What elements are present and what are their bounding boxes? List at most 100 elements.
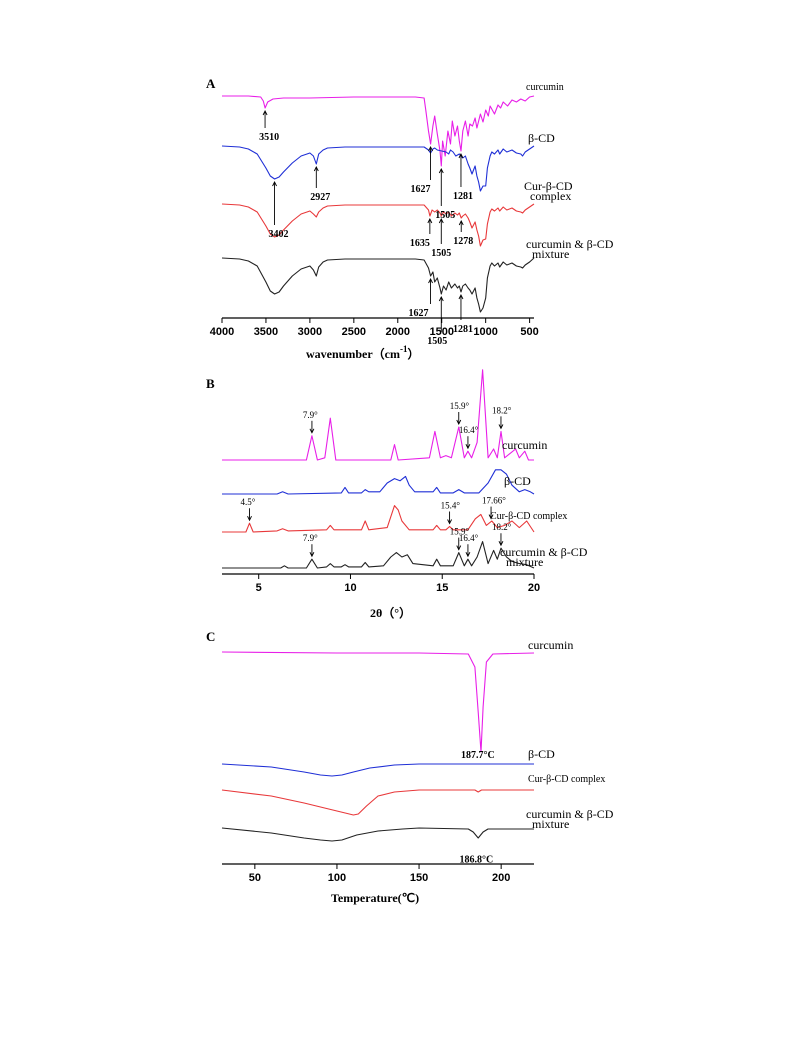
annotation-arrowhead [498,424,504,430]
series-label-mixture: curcumin & β-CD [500,545,588,559]
series-label-beta_cd: β-CD [528,747,555,761]
panel-c-traces [221,651,535,842]
annotation-arrowhead [272,180,277,187]
panel-b-ticks: 5 10 15 20 [256,574,540,594]
panel-a-ftir: A 4000 3500 3000 2500 2000 1500 1000 500 curcum… [206,76,614,361]
annotation-arrowhead [465,443,471,450]
annotation-arrowhead [465,551,471,558]
peak-annotation: 1278 [453,236,473,247]
series-label-complex-line2: complex [530,189,571,203]
peak-annotation: 18.2° [492,522,512,532]
series-line-complex [222,505,535,533]
series-label-mixture: curcumin & β-CD [526,237,614,251]
annotation-arrowhead [262,109,268,116]
series-line-complex [221,789,534,816]
peak-annotation: 3510 [259,132,279,143]
x-tick-label: 3000 [298,326,322,338]
panel-b-series-labels: curcumin β-CD Cur-β-CD complex curcumin & β… [490,438,588,569]
annotation-arrowhead [458,293,464,300]
series-line-curcumin [221,651,535,753]
panel-a-ticks: 4000 3500 3000 2500 2000 1500 1000 500 [210,318,539,338]
series-label-curcumin: curcumin [528,638,573,652]
annotation-arrowhead [313,165,319,172]
series-label-complex: Cur-β-CD [524,179,573,193]
annotation-arrowhead [458,219,464,226]
series-line-beta_cd [221,145,535,192]
series-label-beta_cd: β-CD [528,131,555,145]
peak-annotation: 1281 [453,324,473,335]
annotation-arrowhead [498,540,504,547]
peak-annotation: 1627 [411,184,431,195]
panel-c-dsc: C 50 100 150 200 curcumin β-CD Cur-β-CD compl… [206,629,614,905]
series-label-mixture-line2: mixture [532,817,569,831]
panel-c-ticks: 50 100 150 200 [249,864,510,884]
series-line-complex [221,203,535,247]
series-line-mixture [221,257,535,313]
peak-annotation: 16.4° [459,533,479,543]
series-label-mixture-line2: mixture [506,555,543,569]
panel-b-traces [222,369,535,569]
peak-annotation: 1635 [410,238,430,249]
panel-b-annotations: 7.9°15.9°16.4°18.2°4.5° 15.4° 17.66°7.9°15… [241,401,512,558]
peak-annotation: 3402 [269,229,289,240]
x-tick-label: 150 [410,872,428,884]
series-line-curcumin [222,369,534,461]
x-tick-label: 1000 [473,326,497,338]
panel-c-annotations: 187.7°C 186.8°C [459,750,494,865]
x-tick-label: 200 [492,872,510,884]
panel-b-x-axis-title: 2θ（°） [370,605,411,620]
panel-a-x-axis-title: wavenumber（cm-1） [306,344,420,361]
panel-a-letter: A [206,76,216,91]
peak-annotation: 1281 [453,191,473,202]
peak-annotation: 187.7°C [461,750,495,761]
series-label-complex: Cur-β-CD complex [490,511,567,522]
peak-annotation: 7.9° [303,533,318,543]
x-tick-label: 15 [436,582,448,594]
annotation-arrowhead [438,295,444,302]
series-label-complex: Cur-β-CD complex [528,774,605,785]
x-tick-label: 4000 [210,326,234,338]
annotation-arrowhead [247,515,252,522]
x-tick-label: 50 [249,872,261,884]
peak-annotation: 15.9° [450,401,470,411]
peak-annotation: 15.4° [441,501,461,511]
x-tick-label: 2000 [386,326,410,338]
peak-annotation: 15.9° [450,527,470,537]
panel-c-series-labels: curcumin β-CD Cur-β-CD complex curcumin & β… [526,638,614,831]
series-line-beta_cd [222,469,535,495]
series-line-curcumin [222,95,535,167]
peak-annotation: 17.66° [482,496,506,506]
x-tick-label: 5 [256,582,262,594]
annotation-arrowhead [438,167,444,174]
annotation-arrowhead [456,419,462,426]
peak-annotation: 2927 [310,192,330,203]
peak-annotation: 1505 [435,210,455,221]
panel-a-traces [221,95,535,313]
x-tick-label: 3500 [254,326,278,338]
series-line-mixture [221,827,534,842]
annotation-arrowhead [438,217,444,224]
panel-b-letter: B [206,376,215,391]
x-tick-label: 100 [328,872,346,884]
annotation-arrowhead [428,277,433,284]
annotation-arrowhead [456,545,462,551]
series-label-mixture: curcumin & β-CD [526,807,614,821]
panel-c-letter: C [206,629,215,644]
annotation-arrowhead [458,152,464,159]
series-line-mixture [222,541,535,569]
peak-annotation: 1505 [427,336,447,347]
panel-c-x-axis-title: Temperature(℃) [331,891,419,905]
series-label-beta_cd: β-CD [504,474,531,488]
series-line-beta_cd [221,763,534,777]
x-tick-label: 20 [528,582,540,594]
series-label-curcumin: curcumin [526,82,564,93]
peak-annotation: 4.5° [241,497,256,507]
annotation-arrowhead [309,551,315,558]
annotation-arrowhead [428,145,433,152]
annotation-arrowhead [488,514,494,520]
annotation-arrowhead [447,519,452,525]
peak-annotation: 18.2° [492,405,512,415]
